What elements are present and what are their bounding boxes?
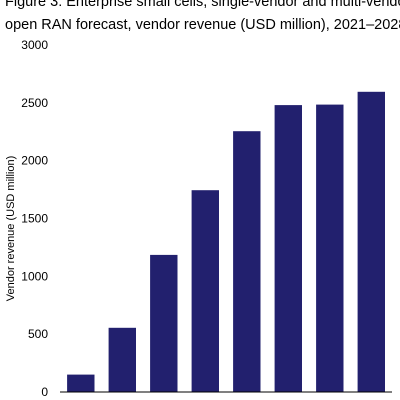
bar [274, 105, 302, 392]
bar [191, 190, 219, 392]
y-tick-label: 2500 [21, 96, 48, 110]
bar [233, 131, 261, 392]
bar [67, 374, 95, 392]
y-axis: 0 500 1000 1500 2000 2500 3000 [21, 38, 48, 399]
bar-series [67, 91, 385, 393]
bar [316, 104, 344, 392]
chart-title: Figure 3: Enterprise small cells, single… [5, 0, 400, 35]
y-tick-label: 1000 [21, 269, 48, 283]
y-tick-label: 3000 [21, 38, 48, 52]
bar [357, 91, 385, 393]
bar [150, 254, 178, 392]
y-tick-label: 1500 [21, 212, 48, 226]
chart-title-line-1: Figure 3: Enterprise small cells, single… [5, 0, 400, 10]
y-tick-label: 0 [41, 385, 48, 399]
y-tick-label: 2000 [21, 154, 48, 168]
chart-title-line-2-text: open RAN forecast, vendor revenue (USD m… [5, 17, 400, 33]
chart-title-line-2: open RAN forecast, vendor revenue (USD m… [5, 12, 400, 35]
y-axis-label: Vendor revenue (USD million) [5, 156, 17, 302]
y-tick-label: 500 [28, 327, 48, 341]
bar [108, 327, 136, 392]
